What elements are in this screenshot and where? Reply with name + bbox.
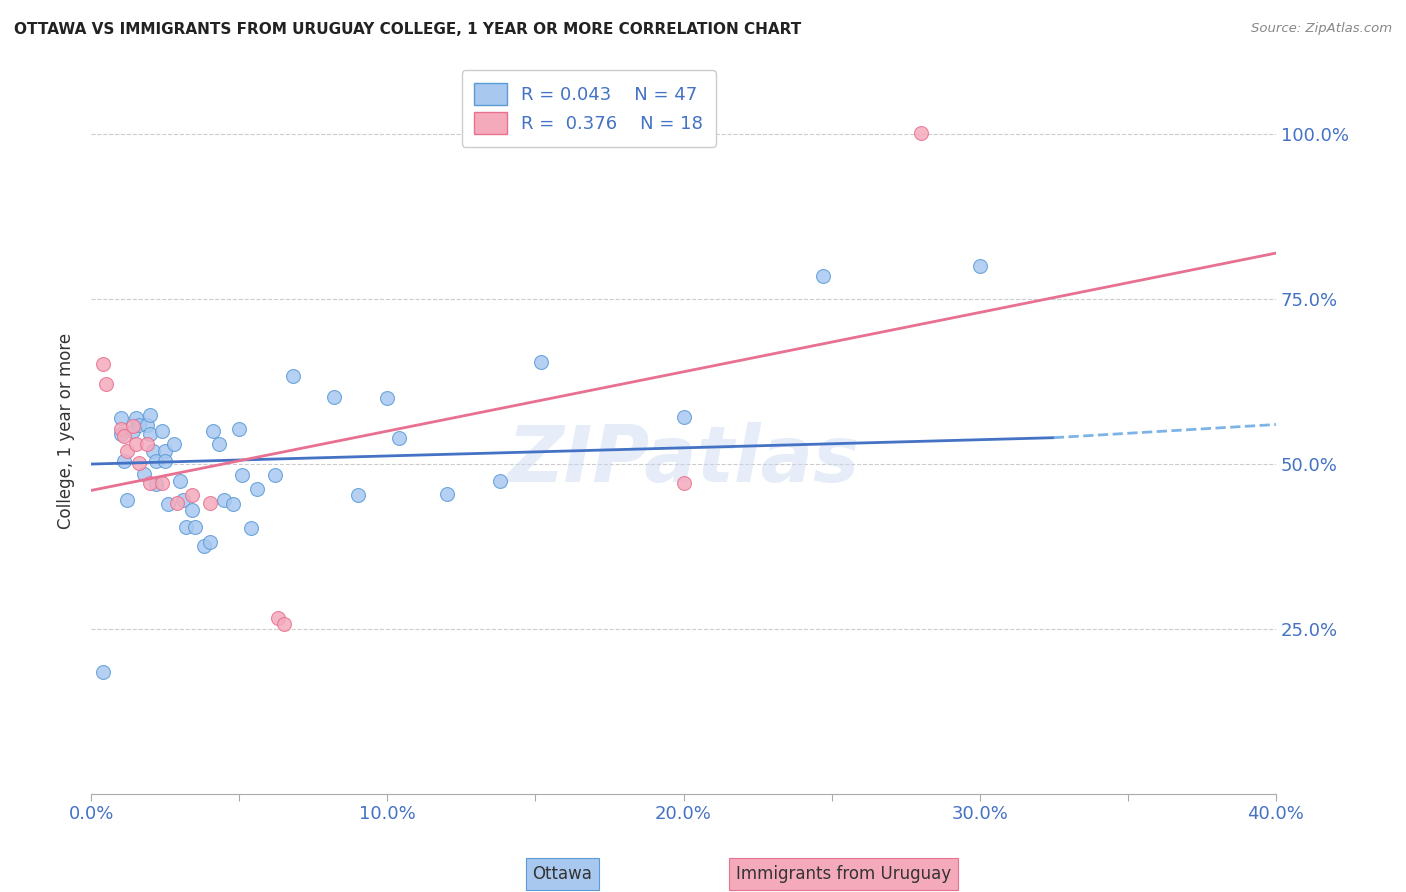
Text: Source: ZipAtlas.com: Source: ZipAtlas.com [1251,22,1392,36]
Point [489,474,512,488]
Point [124,411,146,425]
Point [273,616,295,631]
Point [240,521,263,535]
Point [180,503,202,517]
Point [672,475,695,490]
Point [112,454,135,468]
Point [198,496,221,510]
Point [91,357,114,371]
Text: ZIPatlas: ZIPatlas [508,422,859,498]
Text: OTTAWA VS IMMIGRANTS FROM URUGUAY COLLEGE, 1 YEAR OR MORE CORRELATION CHART: OTTAWA VS IMMIGRANTS FROM URUGUAY COLLEG… [14,22,801,37]
Point [139,408,162,422]
Point [388,431,411,445]
Text: Ottawa: Ottawa [533,865,592,883]
Point [263,468,285,483]
Point [142,443,165,458]
Point [153,443,176,458]
Point [115,443,138,458]
Point [198,534,221,549]
Point [172,493,194,508]
Point [121,418,143,433]
Point [145,476,167,491]
Point [121,424,143,438]
Point [969,260,991,274]
Point [672,409,695,424]
Point [110,427,132,442]
Point [436,487,458,501]
Point [157,497,180,511]
Point [281,369,304,384]
Point [201,424,224,438]
Point [145,454,167,468]
Point [228,422,250,436]
Legend: R = 0.043    N = 47, R =  0.376    N = 18: R = 0.043 N = 47, R = 0.376 N = 18 [461,70,716,147]
Point [180,488,202,502]
Point [811,269,834,284]
Point [115,493,138,508]
Text: Immigrants from Uruguay: Immigrants from Uruguay [735,865,952,883]
Point [139,427,162,442]
Point [246,482,269,496]
Point [136,436,159,450]
Point [134,467,156,481]
Point [267,610,290,624]
Point [174,519,197,533]
Point [124,436,146,450]
Point [139,475,162,490]
Point [166,496,188,510]
Point [377,391,399,405]
Point [128,456,150,470]
Point [163,437,186,451]
Y-axis label: College, 1 year or more: College, 1 year or more [58,333,75,529]
Point [91,665,114,679]
Point [346,488,368,502]
Point [910,126,932,140]
Point [112,429,135,443]
Point [184,519,207,533]
Point [222,497,245,511]
Point [530,355,553,369]
Point [150,475,173,490]
Point [110,422,132,436]
Point [323,390,346,404]
Point [193,540,215,554]
Point [207,437,229,451]
Point [214,493,236,508]
Point [94,376,117,391]
Point [110,411,132,425]
Point [153,454,176,468]
Point [150,424,173,438]
Point [136,417,159,432]
Point [128,417,150,432]
Point [231,468,253,483]
Point [169,474,191,488]
